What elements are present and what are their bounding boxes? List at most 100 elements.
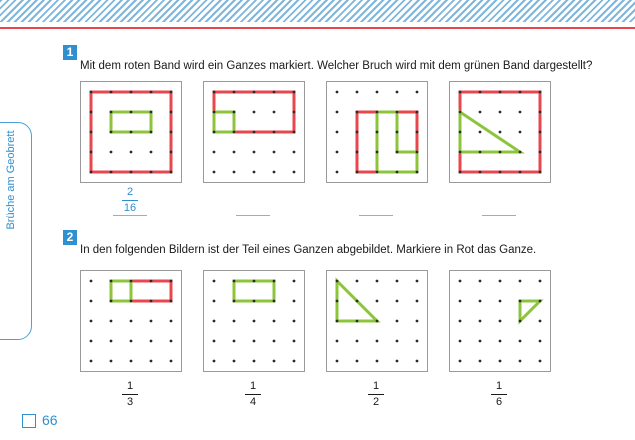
peg (292, 110, 296, 114)
fraction-2-numerator: 1 (249, 380, 257, 392)
peg (212, 319, 216, 323)
geoboard-2-3-drawing (335, 277, 419, 363)
peg (109, 279, 113, 283)
peg (335, 279, 339, 283)
peg (498, 279, 502, 283)
peg (335, 130, 339, 134)
peg (335, 339, 339, 343)
peg (169, 319, 173, 323)
page-number: 66 (42, 412, 58, 428)
peg (212, 110, 216, 114)
fraction-3-denominator: 2 (372, 396, 380, 408)
peg (232, 150, 236, 154)
peg (415, 150, 419, 154)
fraction-3: 1 2 (356, 380, 396, 409)
geoboard-1-1 (80, 81, 182, 183)
fraction-3-bar (368, 394, 384, 395)
fraction-2: 1 4 (233, 380, 273, 409)
peg (518, 110, 522, 114)
peg (252, 359, 256, 363)
fraction-4-numerator: 1 (495, 380, 503, 392)
peg (109, 170, 113, 174)
peg (498, 299, 502, 303)
answer-fraction: 2 16 (110, 186, 150, 215)
peg (292, 90, 296, 94)
side-tab (0, 122, 32, 340)
peg (212, 359, 216, 363)
peg (252, 90, 256, 94)
peg (538, 319, 542, 323)
peg (252, 339, 256, 343)
peg (169, 130, 173, 134)
peg (232, 110, 236, 114)
peg (518, 299, 522, 303)
peg (292, 279, 296, 283)
geoboard-1-3 (326, 81, 428, 183)
geoboard-2-3 (326, 270, 428, 372)
peg (109, 339, 113, 343)
answer-fraction-bar (122, 200, 138, 201)
peg (232, 339, 236, 343)
peg (478, 130, 482, 134)
peg (458, 299, 462, 303)
peg (89, 319, 93, 323)
peg (355, 110, 359, 114)
peg (109, 299, 113, 303)
fraction-1-bar (122, 394, 138, 395)
peg (478, 359, 482, 363)
peg (292, 339, 296, 343)
peg (415, 110, 419, 114)
peg (232, 279, 236, 283)
peg (335, 150, 339, 154)
peg (538, 339, 542, 343)
peg (292, 299, 296, 303)
peg (109, 319, 113, 323)
peg (355, 339, 359, 343)
peg (355, 359, 359, 363)
peg (355, 299, 359, 303)
peg (109, 110, 113, 114)
peg (335, 359, 339, 363)
peg (292, 130, 296, 134)
side-label: Brüche am Geobrett (5, 130, 17, 230)
peg (335, 90, 339, 94)
answer-line-4[interactable] (482, 215, 516, 216)
peg (109, 90, 113, 94)
peg (272, 90, 276, 94)
peg (89, 170, 93, 174)
peg (415, 170, 419, 174)
peg (252, 319, 256, 323)
peg (415, 319, 419, 323)
peg (232, 90, 236, 94)
peg (272, 110, 276, 114)
peg (538, 359, 542, 363)
peg (149, 319, 153, 323)
peg (478, 170, 482, 174)
peg (292, 319, 296, 323)
peg (212, 299, 216, 303)
peg (458, 279, 462, 283)
peg (252, 279, 256, 283)
peg (395, 319, 399, 323)
answer-line-1 (113, 215, 147, 216)
peg (169, 150, 173, 154)
peg (375, 170, 379, 174)
answer-line-2[interactable] (236, 215, 270, 216)
geoboard-1-4 (449, 81, 551, 183)
peg (355, 90, 359, 94)
peg (518, 150, 522, 154)
fraction-4: 1 6 (479, 380, 519, 409)
peg (375, 339, 379, 343)
peg (335, 110, 339, 114)
task-2-number: 2 (63, 230, 77, 245)
geoboard-1-2-drawing (212, 90, 296, 174)
peg (169, 299, 173, 303)
peg (498, 130, 502, 134)
peg (355, 150, 359, 154)
peg (232, 319, 236, 323)
fraction-4-bar (491, 394, 507, 395)
fraction-3-numerator: 1 (372, 380, 380, 392)
peg (395, 170, 399, 174)
answer-line-3[interactable] (359, 215, 393, 216)
peg (478, 339, 482, 343)
